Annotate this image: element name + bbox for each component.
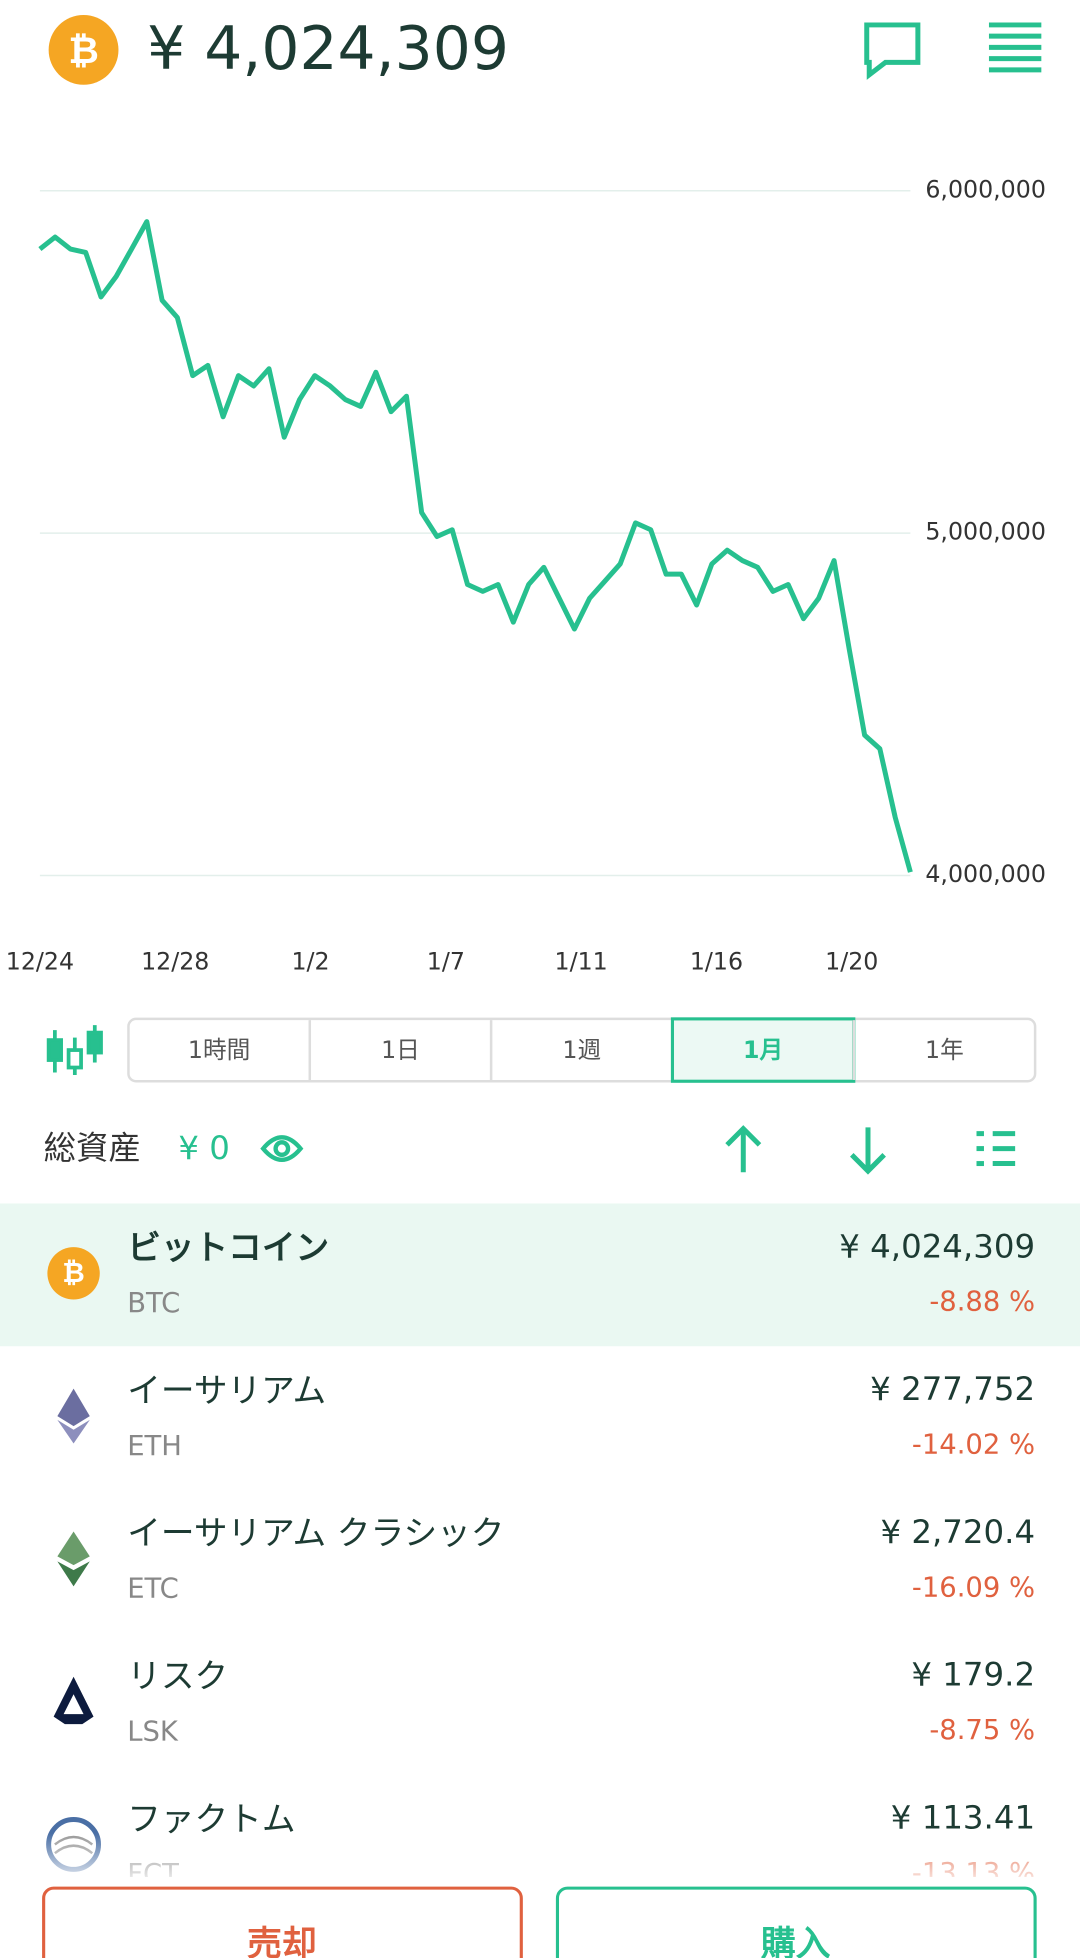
coin-price: ¥ 277,752 [870, 1370, 1035, 1408]
chat-button[interactable] [864, 22, 921, 80]
coin-change: -16.09 % [912, 1572, 1035, 1603]
x-tick-label: 1/7 [427, 947, 465, 975]
coin-icon-glyph: ₿ [62, 1258, 84, 1289]
buy-button[interactable] [555, 1886, 1037, 1958]
coin-name: イーサリアム [127, 1371, 326, 1410]
x-tick-label: 12/24 [6, 947, 74, 975]
coin-row[interactable] [0, 1632, 1080, 1775]
list-view[interactable] [976, 1131, 1016, 1167]
tab-label[interactable]: 1日 [381, 1036, 420, 1064]
btc-logo-glyph: ₿ [68, 28, 98, 72]
x-tick-label: 1/11 [555, 947, 608, 975]
coin-change: -14.02 % [912, 1430, 1035, 1461]
coin-change: -8.88 % [929, 1287, 1035, 1318]
coin-list: ₿ ビットコイン BTC ¥ 4,024,309 -8.88 % イーサリアム ETH ¥ 2… [0, 1203, 1080, 1890]
tab-selected[interactable] [670, 1017, 856, 1083]
sell-button[interactable] [42, 1886, 523, 1958]
candle-toggle[interactable] [46, 1025, 103, 1076]
y-tick-label: 4,000,000 [925, 860, 1046, 888]
sort-down[interactable] [850, 1127, 886, 1175]
header-price: ¥ 4,024,309 [147, 14, 509, 84]
x-tick-label: 1/20 [825, 947, 878, 975]
visibility-toggle[interactable] [260, 1135, 304, 1162]
coin-row-highlight [0, 1203, 1080, 1347]
coin-price: ¥ 4,024,309 [839, 1227, 1035, 1265]
buy-label: 購入 [761, 1924, 831, 1957]
coin-price: ¥ 179.2 [911, 1656, 1035, 1694]
sell-label: 売却 [247, 1924, 317, 1957]
coin-name: イーサリアム クラシック [127, 1514, 504, 1553]
coin-symbol: BTC [127, 1288, 180, 1319]
price-line [38, 219, 913, 873]
price-chart: 4,000,000 5,000,000 6,000,000 12/24 12/28 1/2… [6, 175, 1046, 975]
menu-button[interactable] [988, 22, 1042, 73]
tab-label[interactable]: 1時間 [188, 1036, 250, 1064]
coin-symbol: LSK [127, 1716, 179, 1747]
x-tick-label: 1/16 [690, 947, 743, 975]
coin-icon [47, 1247, 100, 1300]
assets-value: ¥ 0 [178, 1129, 230, 1167]
coin-icon [57, 1531, 90, 1566]
y-tick-label: 5,000,000 [925, 518, 1046, 546]
coin-symbol: ETH [127, 1431, 182, 1462]
tab-label: 1月 [743, 1036, 783, 1064]
coin-icon [57, 1561, 90, 1587]
assets-label: 総資産 [44, 1129, 141, 1167]
coin-symbol: ETC [127, 1574, 179, 1605]
coin-row[interactable] [0, 1489, 1080, 1632]
tab-label[interactable]: 1年 [925, 1036, 964, 1064]
x-tick-label: 12/28 [141, 947, 209, 975]
sort-up[interactable] [725, 1125, 762, 1173]
coin-icon [53, 1676, 94, 1725]
coin-icon [57, 1388, 90, 1427]
coin-icon [57, 1419, 90, 1444]
coin-change: -8.75 % [929, 1715, 1035, 1746]
coin-name: ビットコイン [127, 1228, 329, 1267]
btc-logo [48, 14, 119, 85]
x-tick-label: 1/2 [291, 947, 329, 975]
y-tick-label: 6,000,000 [925, 175, 1046, 203]
coin-row[interactable] [0, 1346, 1080, 1489]
coin-name: リスク [127, 1656, 228, 1695]
tab-label[interactable]: 1週 [562, 1036, 601, 1064]
coin-name: ファクトム [127, 1799, 295, 1838]
coin-price: ¥ 2,720.4 [880, 1513, 1035, 1551]
coin-row[interactable] [0, 1203, 1080, 1346]
coin-price: ¥ 113.41 [891, 1799, 1035, 1837]
tabs: 1時間 1日 1週 1月 1年 [188, 1017, 964, 1083]
